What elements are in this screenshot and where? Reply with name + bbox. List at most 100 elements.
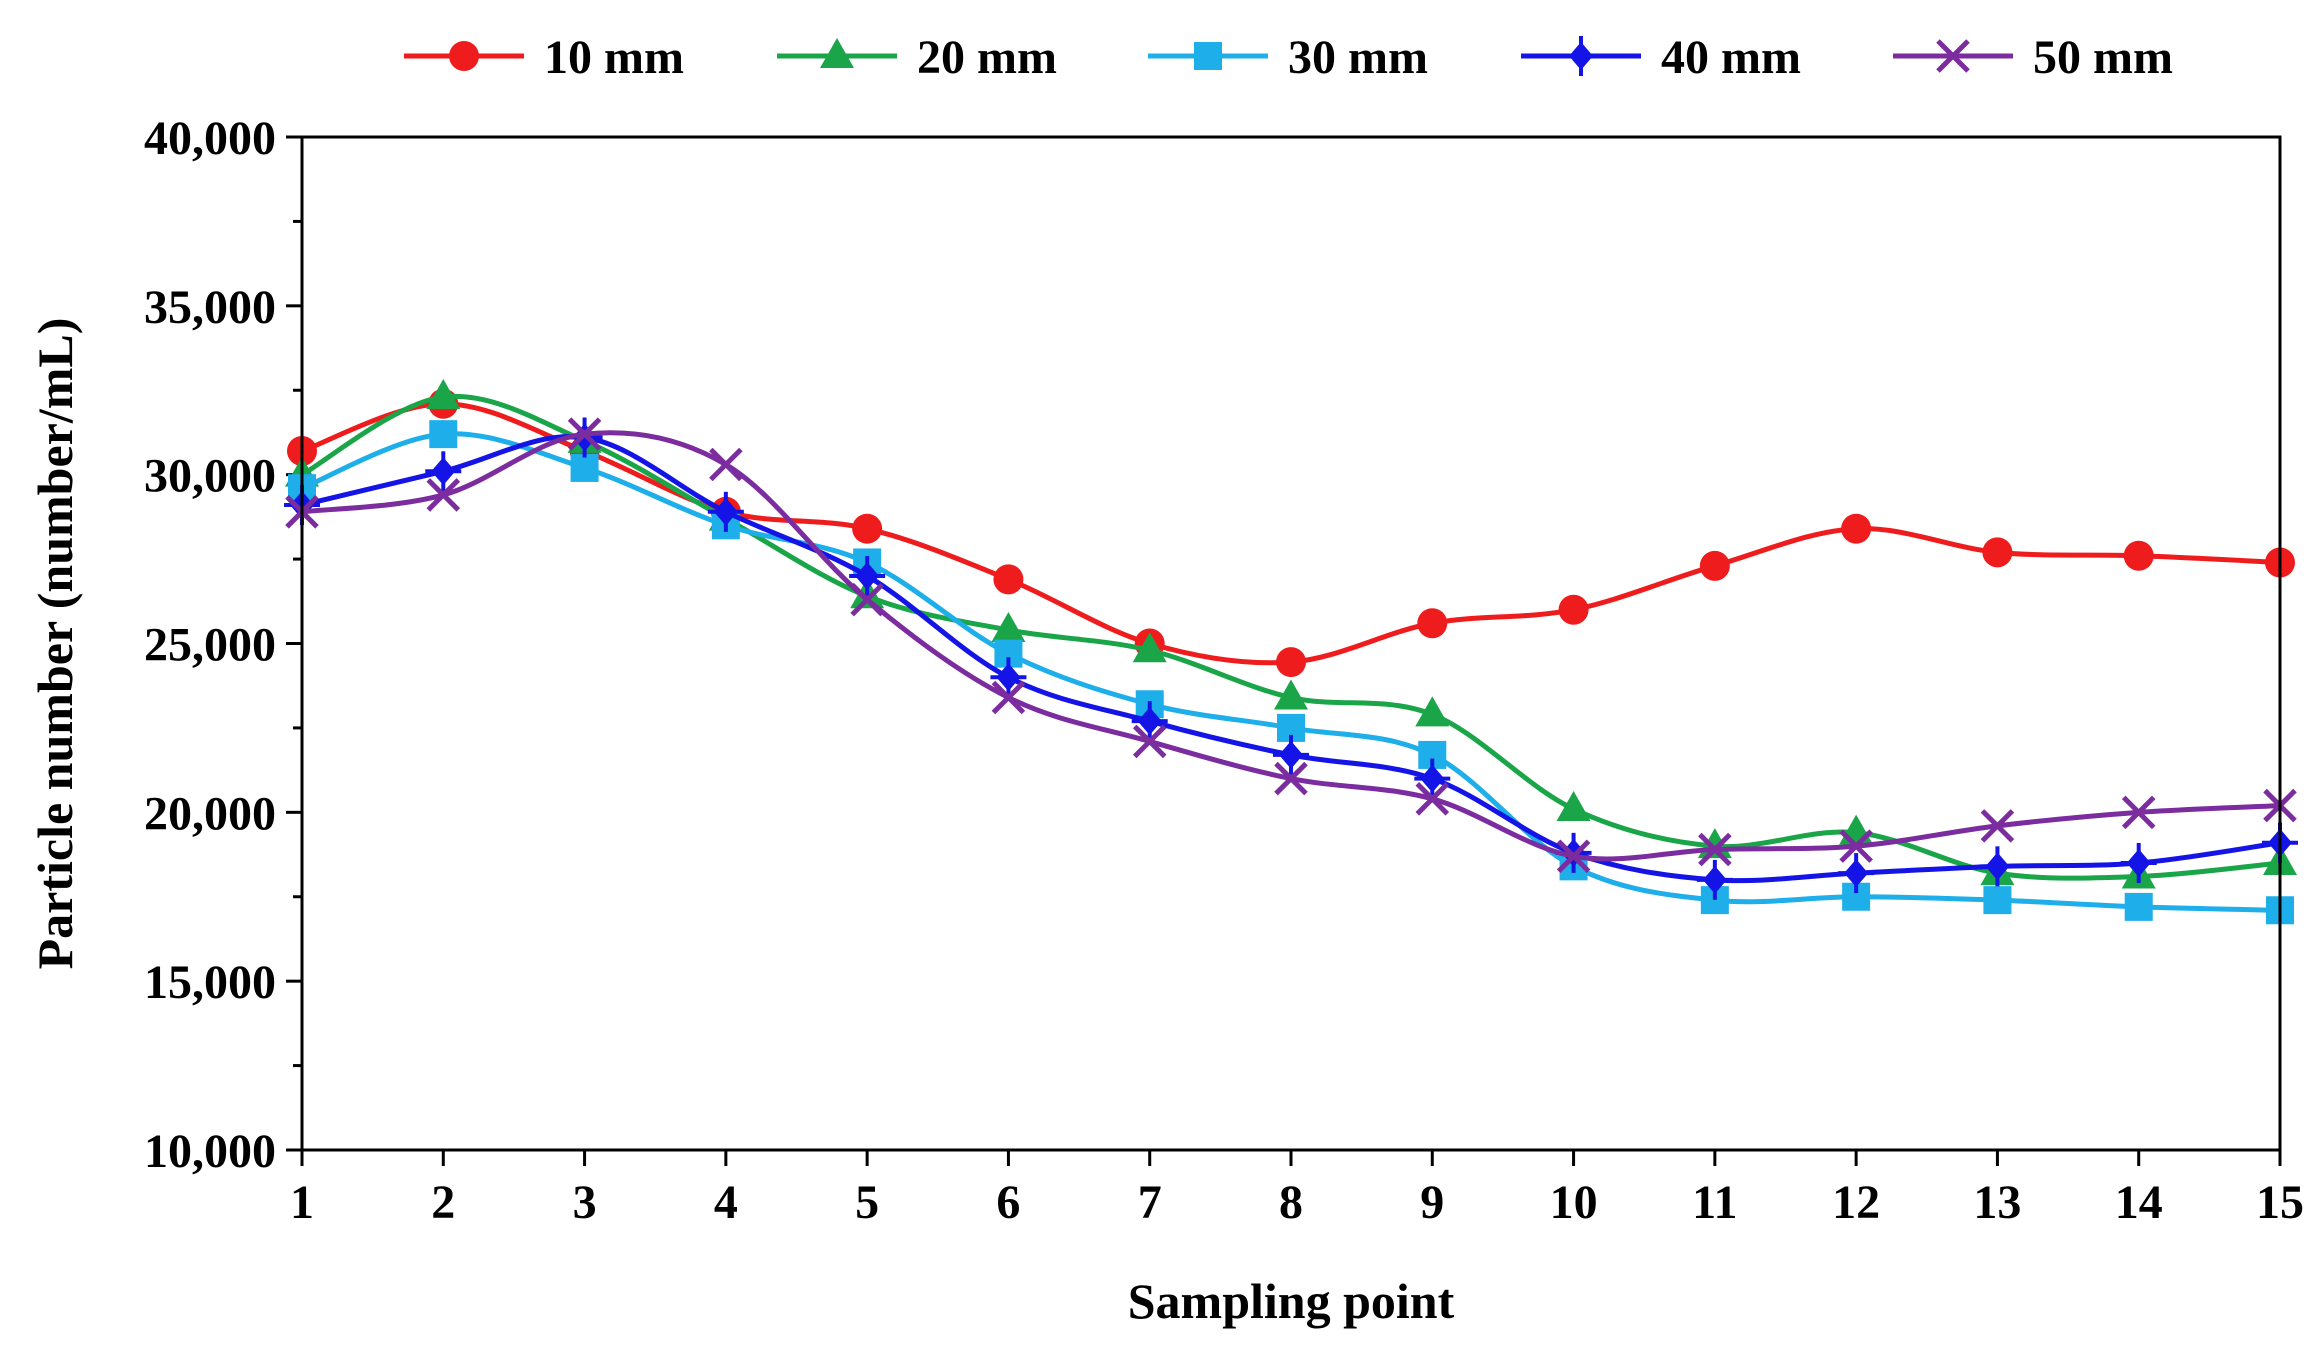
x-tick-label: 11	[1692, 1176, 1737, 1229]
y-axis: 10,000 15,000 20,000 25,000 30,000 35,000 40,0…	[144, 112, 302, 1178]
legend-label: 30 mm	[1288, 31, 1428, 84]
data-point-50-mm	[1698, 832, 1732, 867]
x-tick-label: 3	[573, 1176, 597, 1229]
x-tick-label: 15	[2256, 1176, 2304, 1229]
series-50-mm	[285, 417, 2297, 873]
series-line-40-mm	[301, 434, 2281, 884]
x-tick-label: 6	[996, 1176, 1020, 1229]
legend-item-20-mm: 20 mm	[777, 31, 1057, 84]
data-point-10-mm	[2123, 540, 2154, 571]
x-tick-label: 4	[714, 1176, 738, 1229]
data-point-40-mm	[1273, 734, 1309, 775]
data-point-10-mm	[1982, 537, 2013, 568]
x-tick-label: 12	[1832, 1176, 1880, 1229]
legend-marker	[1936, 39, 1970, 73]
data-point-50-mm	[1556, 839, 1591, 873]
marker-x-b	[426, 478, 461, 512]
data-point-50-mm	[426, 478, 461, 512]
data-point-40-mm	[1838, 853, 1875, 894]
legend-marker	[1194, 42, 1222, 70]
marker-x-b	[567, 417, 602, 451]
legend-marker	[820, 38, 854, 68]
data-point-40-mm	[2120, 842, 2157, 883]
data-point-50-mm	[1839, 829, 1873, 863]
x-axis-title: Sampling point	[1128, 1273, 1455, 1329]
marker-x-b	[1698, 832, 1732, 867]
legend-label: 10 mm	[544, 31, 684, 84]
data-point-30-mm	[570, 453, 599, 482]
marker-x-b	[1132, 724, 1167, 759]
data-point-20-mm	[1556, 790, 1591, 821]
marker-x-b	[850, 582, 884, 617]
data-point-40-mm	[707, 491, 744, 532]
x-tick-label: 9	[1420, 1176, 1444, 1229]
data-point-10-mm	[1276, 647, 1306, 678]
y-tick-label: 15,000	[144, 956, 276, 1009]
y-axis-title: Particle number (number/mL)	[27, 318, 83, 970]
data-point-50-mm	[1274, 761, 1308, 796]
data-point-20-mm	[426, 379, 461, 410]
data-point-50-mm	[1132, 724, 1167, 759]
legend-item-10-mm: 10 mm	[404, 31, 684, 84]
y-tick-label: 25,000	[144, 619, 276, 672]
y-tick-label: 10,000	[144, 1125, 276, 1178]
data-point-50-mm	[991, 680, 1026, 715]
marker-x-b	[709, 447, 743, 482]
data-point-10-mm	[993, 564, 1024, 595]
data-point-20-mm	[991, 611, 1026, 642]
data-point-50-mm	[709, 447, 743, 482]
legend-label: 40 mm	[1661, 31, 1801, 84]
data-point-20-mm	[1132, 632, 1167, 663]
data-point-30-mm	[1983, 886, 2012, 915]
marker-x-b	[1980, 809, 2015, 843]
plot-frame	[300, 135, 2282, 1152]
y-tick-label: 35,000	[144, 281, 276, 334]
data-point-10-mm	[1558, 594, 1589, 625]
data-point-40-mm	[425, 451, 462, 492]
marker-x-b	[1839, 829, 1873, 863]
data-point-50-mm	[850, 582, 884, 617]
data-point-10-mm	[852, 513, 883, 544]
data-point-20-mm	[1415, 696, 1450, 727]
x-tick-label: 5	[855, 1176, 879, 1229]
y-tick-label: 40,000	[144, 112, 276, 165]
y-tick-label: 20,000	[144, 787, 276, 840]
legend-marker	[1563, 36, 1599, 76]
x-tick-label: 14	[2115, 1176, 2163, 1229]
marker-x-b	[1556, 839, 1591, 873]
data-point-30-mm	[2124, 892, 2153, 921]
x-tick-label: 2	[431, 1176, 455, 1229]
data-point-10-mm	[1699, 550, 1730, 581]
data-point-40-mm	[1979, 846, 2016, 887]
data-point-50-mm	[2121, 795, 2156, 830]
marker-x-b	[1415, 782, 1450, 816]
data-point-10-mm	[1417, 608, 1448, 639]
x-axis: 1 2 3 4 5 6 7 8 9 10 11 12 13 14 15	[290, 1150, 2304, 1229]
marker-x-b	[1274, 761, 1308, 796]
legend-marker	[449, 41, 479, 71]
data-point-40-mm	[1696, 859, 1733, 900]
data-point-50-mm	[567, 417, 602, 451]
legend-label: 20 mm	[917, 31, 1057, 84]
data-point-50-mm	[1980, 809, 2015, 843]
data-point-40-mm	[1131, 701, 1168, 742]
x-tick-label: 10	[1550, 1176, 1598, 1229]
data-point-40-mm	[849, 555, 886, 596]
data-point-40-mm	[990, 657, 1027, 698]
legend-item-50-mm: 50 mm	[1893, 31, 2173, 84]
marker-x-b	[991, 680, 1026, 715]
marker-x-b	[2121, 795, 2156, 830]
x-tick-label: 1	[290, 1176, 314, 1229]
data-point-30-mm	[429, 420, 458, 449]
legend-label: 50 mm	[2033, 31, 2173, 84]
legend-item-30-mm: 30 mm	[1148, 31, 1428, 84]
data-point-10-mm	[1841, 513, 1872, 544]
x-tick-label: 7	[1138, 1176, 1162, 1229]
series-layer	[284, 379, 2298, 925]
x-tick-label: 13	[1973, 1176, 2021, 1229]
series-line-50-mm	[301, 430, 2281, 862]
legend: 10 mm 20 mm 30 mm 40 mm 50 mm	[404, 31, 2173, 84]
y-tick-label: 30,000	[144, 450, 276, 503]
